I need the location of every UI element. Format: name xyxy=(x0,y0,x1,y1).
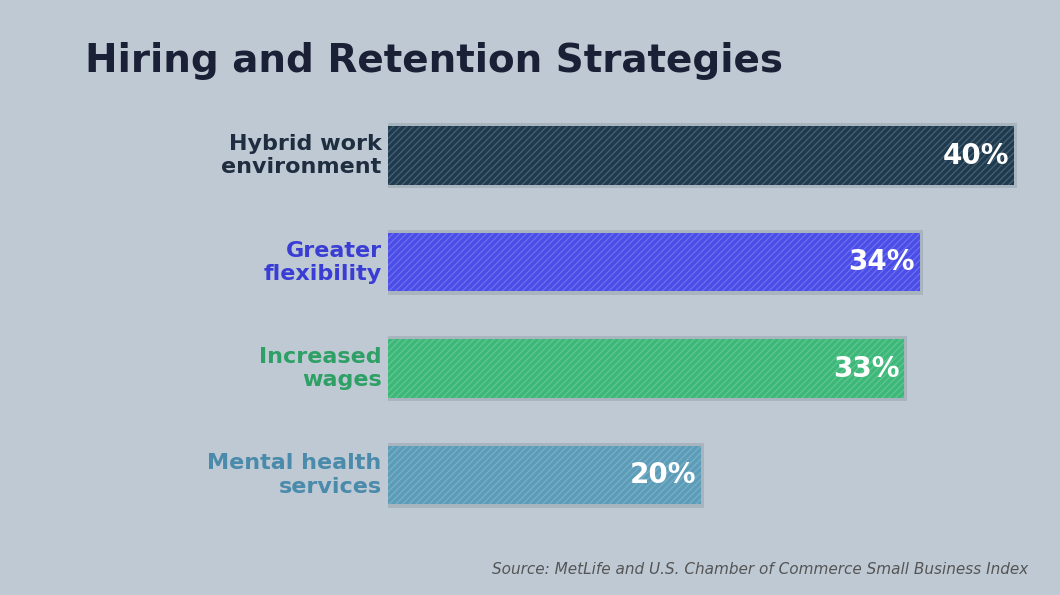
Text: Hiring and Retention Strategies: Hiring and Retention Strategies xyxy=(85,42,782,80)
Text: 33%: 33% xyxy=(833,355,900,383)
Bar xyxy=(388,446,701,505)
Text: 40%: 40% xyxy=(942,142,1009,170)
Text: Greater
flexibility: Greater flexibility xyxy=(263,240,382,284)
Bar xyxy=(388,443,704,508)
Text: Mental health
services: Mental health services xyxy=(208,453,382,497)
Bar xyxy=(388,339,904,398)
Bar xyxy=(388,230,923,295)
Text: Increased
wages: Increased wages xyxy=(259,347,382,390)
Bar xyxy=(388,446,701,505)
Text: Source: MetLife and U.S. Chamber of Commerce Small Business Index: Source: MetLife and U.S. Chamber of Comm… xyxy=(492,562,1028,577)
Bar xyxy=(388,336,907,401)
Bar xyxy=(388,123,1017,188)
Text: Hybrid work
environment: Hybrid work environment xyxy=(222,134,382,177)
Bar xyxy=(388,126,1013,185)
Bar xyxy=(388,233,920,292)
Bar xyxy=(388,233,920,292)
Bar xyxy=(388,126,1013,185)
Text: 34%: 34% xyxy=(849,248,915,276)
Text: 20%: 20% xyxy=(630,461,696,489)
Bar xyxy=(388,339,904,398)
